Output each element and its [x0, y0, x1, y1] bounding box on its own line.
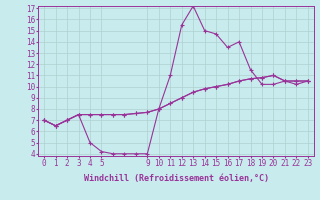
X-axis label: Windchill (Refroidissement éolien,°C): Windchill (Refroidissement éolien,°C)	[84, 174, 268, 183]
